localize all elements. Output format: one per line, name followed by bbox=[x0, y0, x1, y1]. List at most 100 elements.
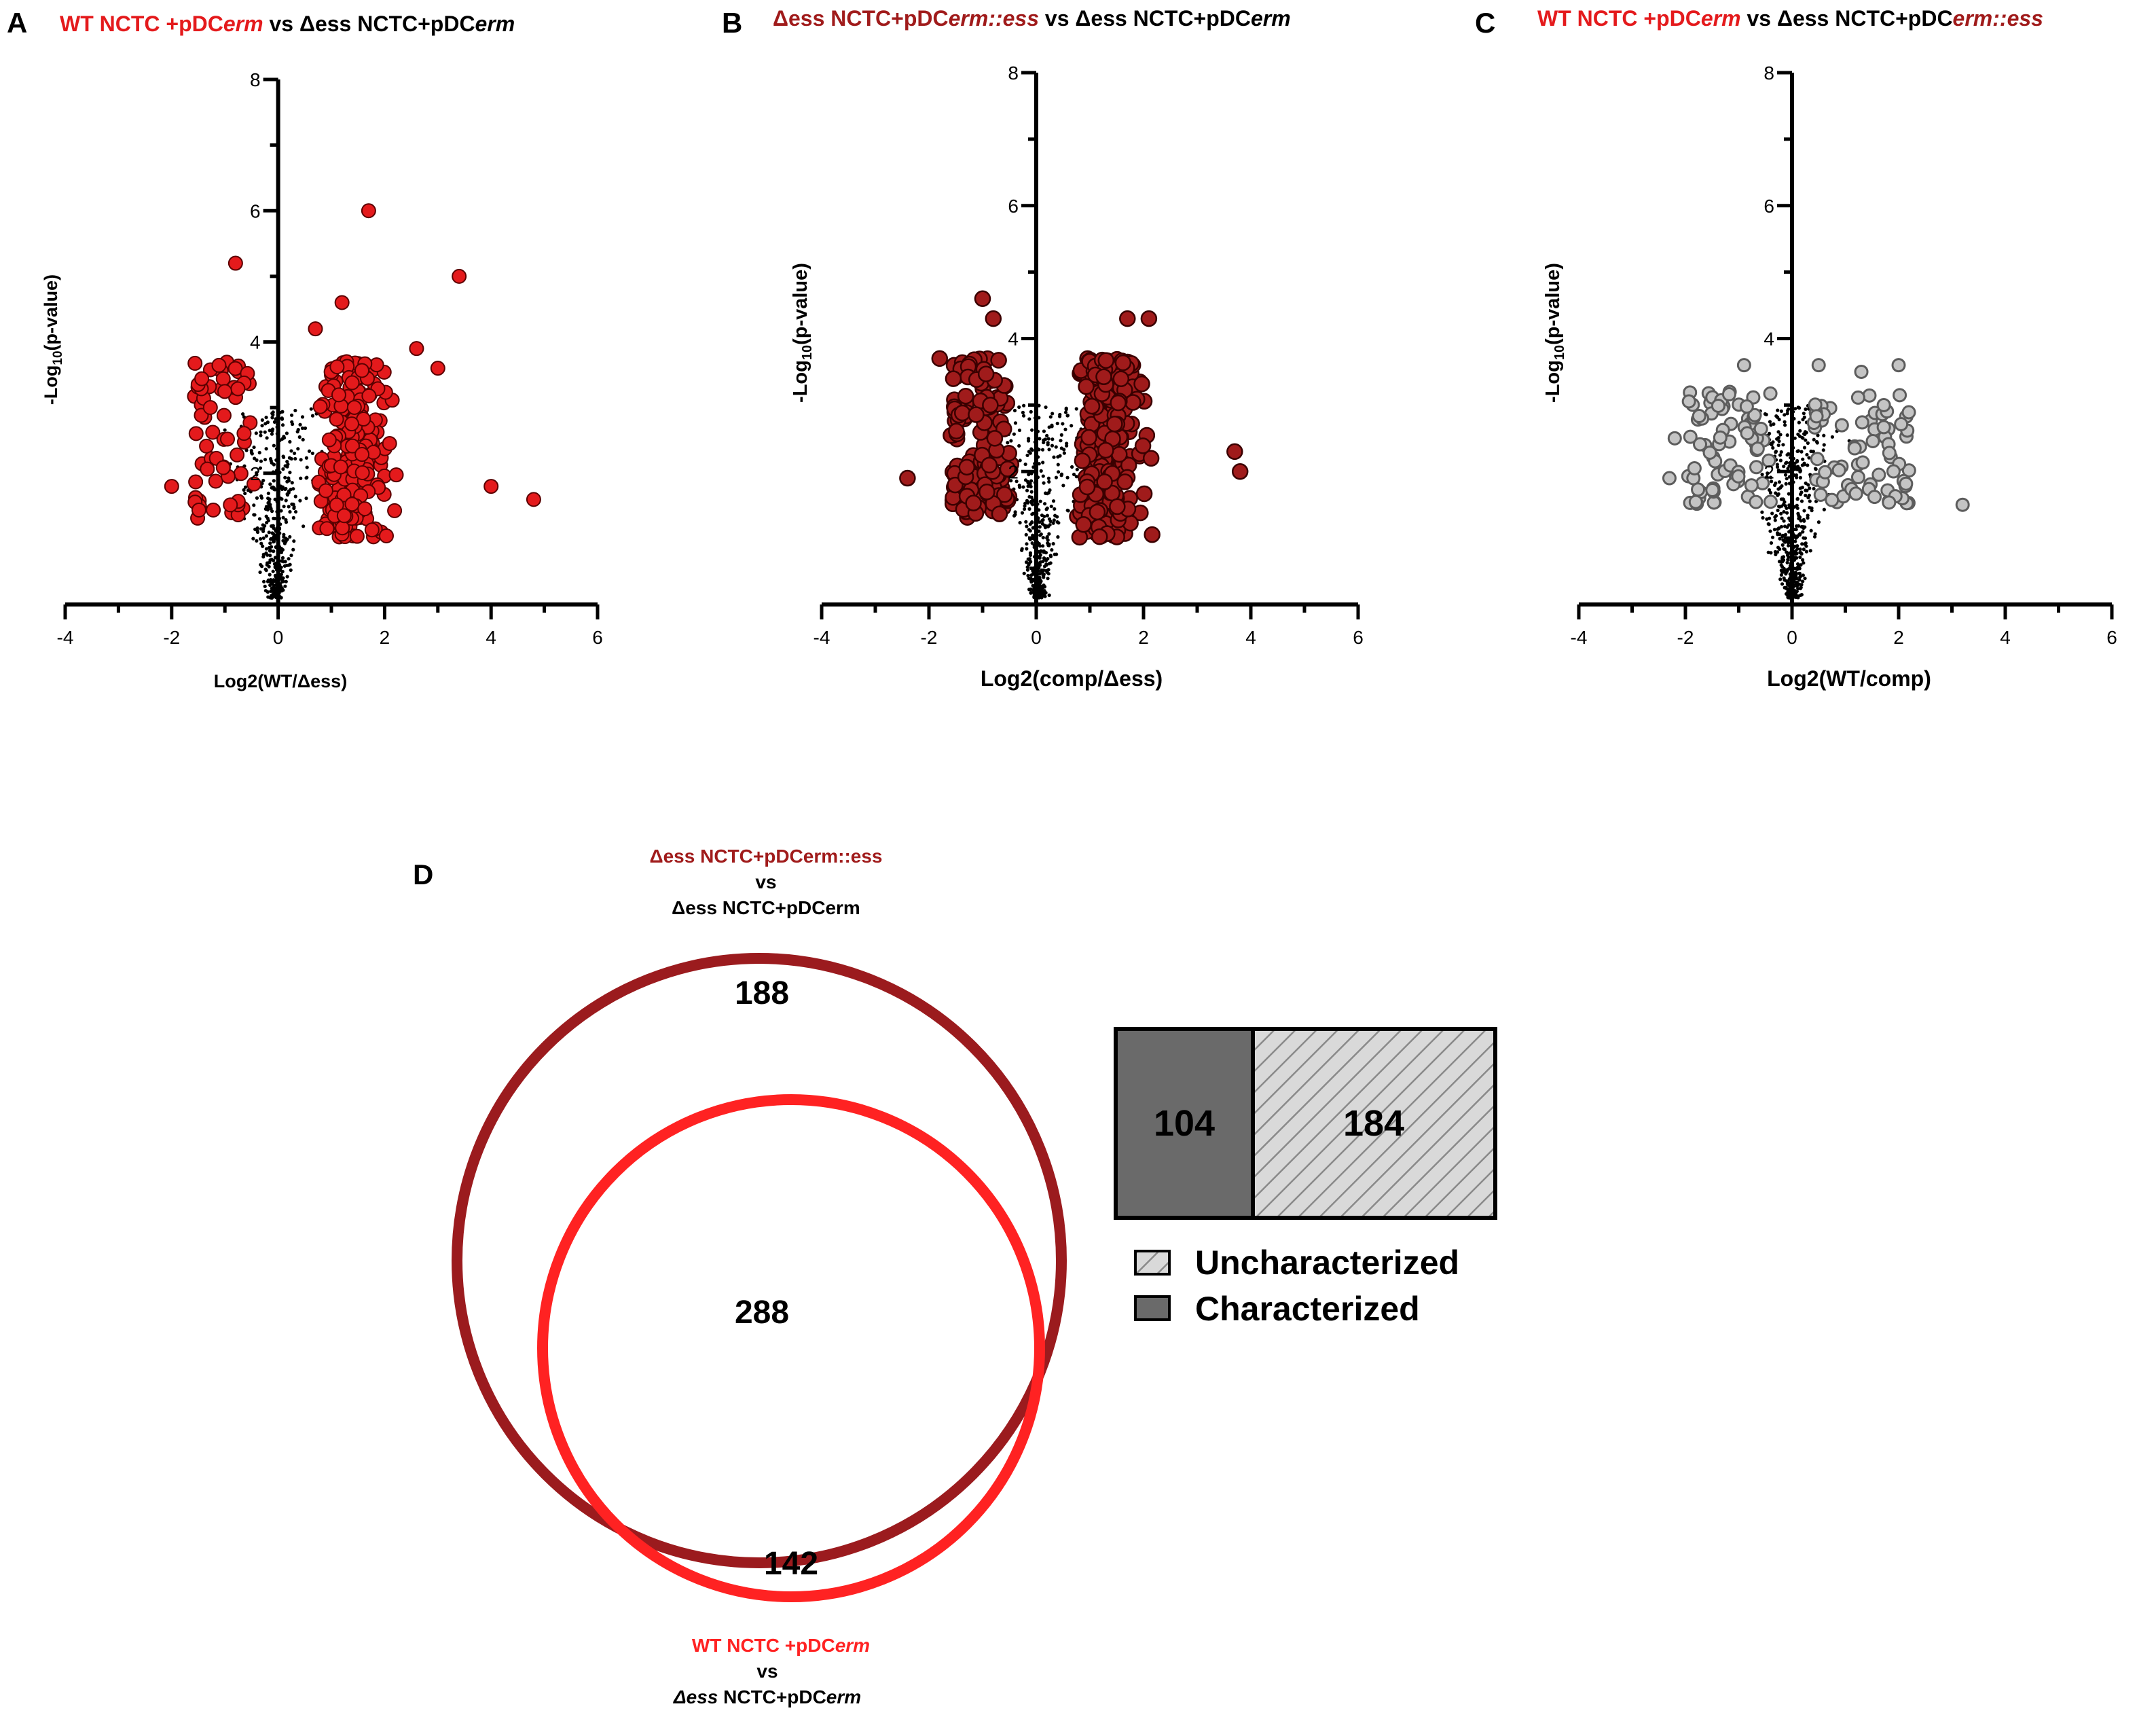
data-point-nonsig bbox=[1779, 573, 1783, 577]
data-point-nonsig bbox=[1793, 407, 1797, 411]
data-point-nonsig bbox=[1793, 539, 1797, 543]
data-point-sig bbox=[1692, 409, 1706, 424]
panel-b-title-part1: Δess NCTC+pDC bbox=[773, 6, 949, 31]
x-tick-label: 6 bbox=[592, 627, 603, 648]
data-point-sig bbox=[1095, 368, 1112, 386]
data-point-sig bbox=[1681, 394, 1696, 409]
data-point-nonsig bbox=[269, 507, 273, 511]
data-point-nonsig bbox=[1029, 447, 1034, 451]
data-point-nonsig bbox=[259, 430, 263, 434]
data-point-nonsig bbox=[1801, 418, 1805, 422]
venn-circle-comp-vs-dess bbox=[452, 953, 1067, 1568]
data-point-sig bbox=[387, 503, 403, 518]
data-point-nonsig bbox=[288, 439, 292, 444]
data-point-nonsig bbox=[1799, 490, 1804, 494]
bar-characterized bbox=[1114, 1027, 1255, 1220]
x-tick-label: 2 bbox=[1893, 627, 1904, 648]
data-point-nonsig bbox=[1038, 556, 1042, 560]
data-point-nonsig bbox=[287, 563, 291, 567]
panel-b-ylabel: -Log10(p-value) bbox=[790, 263, 815, 403]
x-tick-label: 4 bbox=[1245, 627, 1256, 648]
data-point-nonsig bbox=[1045, 513, 1050, 518]
data-point-nonsig bbox=[1784, 572, 1788, 576]
data-point-nonsig bbox=[261, 536, 266, 540]
data-point-nonsig bbox=[1048, 519, 1053, 524]
data-point-nonsig bbox=[1799, 499, 1804, 503]
data-point-nonsig bbox=[265, 561, 270, 565]
data-point-nonsig bbox=[241, 412, 245, 416]
data-point-nonsig bbox=[259, 433, 263, 437]
data-point-nonsig bbox=[293, 408, 297, 413]
data-point-sig bbox=[331, 387, 346, 403]
data-point-nonsig bbox=[1775, 550, 1780, 554]
panel-c: C WT NCTC +pDCerm vs Δess NCTC+pDCerm::e… bbox=[1475, 6, 2117, 691]
data-point-nonsig bbox=[1806, 463, 1810, 467]
panel-a-axes: -4 -2 0 2 4 6 8 6 4 2 bbox=[57, 69, 603, 648]
panel-c-title-part2: vs Δess NCTC+pDC bbox=[1741, 6, 1953, 31]
data-point-sig bbox=[335, 520, 350, 536]
data-point-nonsig bbox=[271, 569, 275, 573]
data-point-nonsig bbox=[1778, 433, 1783, 437]
data-point-nonsig bbox=[307, 449, 312, 453]
panel-c-axes: -4 -2 0 2 4 6 8 6 4 2 bbox=[1571, 62, 2117, 648]
data-point-nonsig bbox=[263, 430, 267, 434]
data-point-nonsig bbox=[1798, 475, 1802, 480]
data-point-sig bbox=[1134, 437, 1152, 454]
data-point-nonsig bbox=[1783, 473, 1788, 477]
data-point-nonsig bbox=[1031, 568, 1035, 573]
data-point-nonsig bbox=[1776, 408, 1780, 412]
data-point-nonsig bbox=[1038, 437, 1042, 441]
data-point-nonsig bbox=[266, 590, 270, 594]
data-point-nonsig bbox=[1041, 474, 1045, 478]
y-tick-label: 4 bbox=[1008, 329, 1019, 350]
data-point-sig bbox=[1078, 478, 1096, 496]
data-point-nonsig bbox=[1766, 471, 1770, 475]
data-point-nonsig bbox=[293, 494, 297, 499]
data-point-nonsig bbox=[1797, 517, 1802, 521]
data-point-sig bbox=[1142, 450, 1160, 467]
data-point-nonsig bbox=[1062, 451, 1066, 455]
panel-c-xlabel: Log2(WT/comp) bbox=[1767, 666, 1931, 691]
data-point-nonsig bbox=[273, 497, 277, 501]
data-point-nonsig bbox=[1780, 516, 1784, 520]
data-point-nonsig bbox=[1063, 427, 1067, 431]
data-point-sig bbox=[1882, 495, 1897, 510]
y-tick-label: 2 bbox=[250, 463, 261, 484]
data-point-nonsig bbox=[1038, 525, 1042, 529]
data-point-nonsig bbox=[272, 549, 276, 554]
data-point-nonsig bbox=[1761, 516, 1765, 520]
data-point-nonsig bbox=[1760, 473, 1764, 477]
data-point-nonsig bbox=[266, 507, 270, 511]
data-point-nonsig bbox=[283, 560, 287, 564]
data-point-nonsig bbox=[1783, 423, 1787, 427]
data-point-sig bbox=[357, 501, 373, 517]
data-point-sig bbox=[321, 432, 337, 448]
data-point-nonsig bbox=[1815, 441, 1819, 445]
data-point-nonsig bbox=[1784, 482, 1788, 486]
data-point-nonsig bbox=[1022, 571, 1026, 575]
data-point-sig bbox=[409, 341, 424, 357]
data-point-sig bbox=[206, 502, 221, 518]
data-point-nonsig bbox=[1042, 556, 1046, 560]
data-point-nonsig bbox=[1794, 524, 1799, 528]
data-point-nonsig bbox=[1780, 582, 1785, 586]
data-point-nonsig bbox=[1768, 490, 1773, 495]
data-point-nonsig bbox=[1020, 511, 1025, 515]
data-point-nonsig bbox=[1023, 501, 1027, 505]
data-point-nonsig bbox=[1798, 555, 1802, 560]
data-point-nonsig bbox=[270, 412, 274, 416]
data-point-nonsig bbox=[1024, 560, 1029, 564]
venn-circle-wt-vs-dess bbox=[537, 1094, 1045, 1602]
data-point-nonsig bbox=[1783, 547, 1787, 552]
data-point-nonsig bbox=[285, 460, 289, 464]
data-point-nonsig bbox=[1027, 417, 1031, 421]
data-point-nonsig bbox=[1047, 480, 1051, 484]
data-point-nonsig bbox=[1029, 566, 1033, 571]
data-point-nonsig bbox=[266, 595, 270, 599]
data-point-nonsig bbox=[1040, 589, 1044, 593]
x-tick-label: -4 bbox=[814, 627, 830, 648]
x-tick-label: -2 bbox=[163, 627, 180, 648]
data-point-nonsig bbox=[279, 565, 283, 569]
data-point-nonsig bbox=[1074, 407, 1078, 411]
data-point-nonsig bbox=[1041, 460, 1045, 465]
